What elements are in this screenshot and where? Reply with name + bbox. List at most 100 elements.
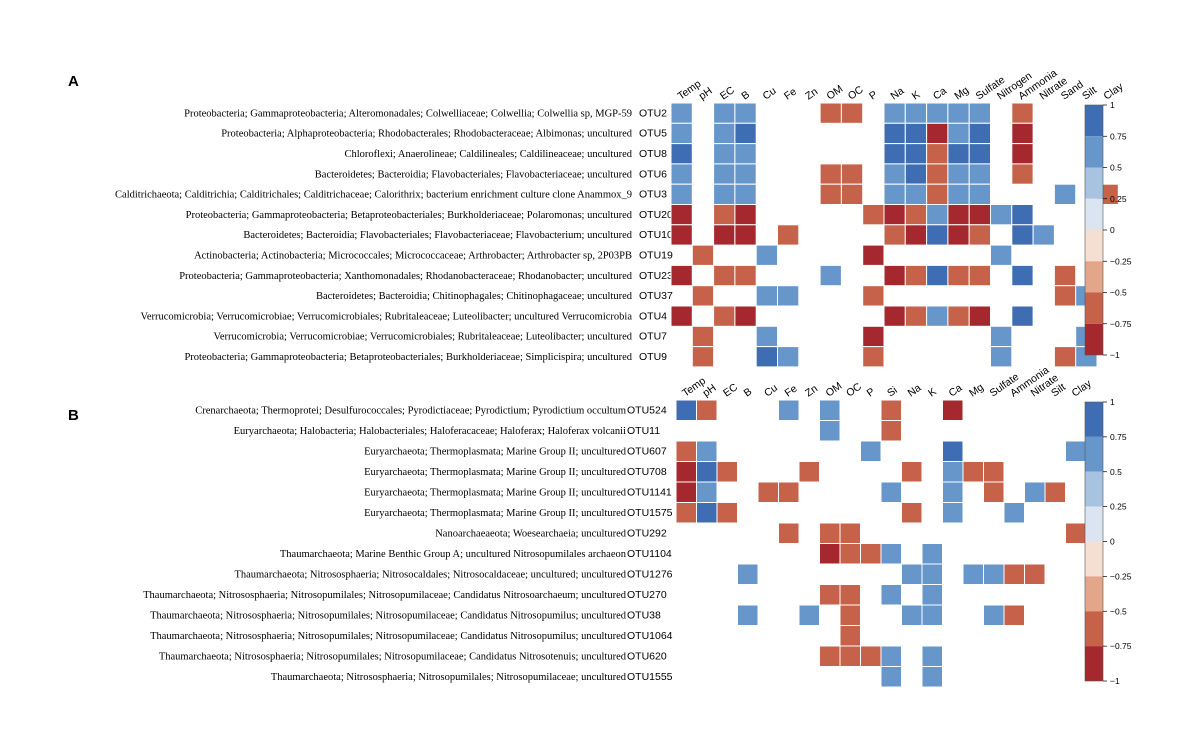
- heatmap-cell: [947, 122, 970, 145]
- heatmap-cell: [947, 102, 970, 124]
- heatmap-cell: [860, 543, 882, 565]
- heatmap-cell: [713, 183, 736, 205]
- row-otu-label: OTU7: [639, 331, 667, 343]
- heatmap-cell: [904, 122, 928, 145]
- heatmap-cell: [968, 122, 992, 145]
- row-taxonomy-label: Verrucomicrobia; Verrucomicrobiae; Verru…: [140, 311, 632, 322]
- colorbar-segment: [1085, 541, 1103, 577]
- heatmap-cell: [839, 522, 861, 544]
- heatmap-cell: [713, 143, 736, 165]
- heatmap-cell: [926, 224, 949, 246]
- heatmap-cell: [675, 399, 697, 421]
- row-taxonomy-label: Proteobacteria; Gammaproteobacteria; Alt…: [184, 108, 632, 119]
- column-label: Na: [906, 382, 924, 400]
- row-taxonomy-label: Thaumarchaeota; Nitrososphaeria; Nitroso…: [143, 590, 627, 601]
- row-taxonomy-label: Thaumarchaeota; Nitrososphaeria; Nitroso…: [234, 570, 626, 581]
- row-taxonomy-label: Thaumarchaeota; Nitrososphaeria; Nitroso…: [271, 672, 627, 683]
- heatmap-cell: [926, 204, 949, 226]
- colorbar-tick-label: 0.5: [1110, 467, 1122, 477]
- heatmap-cell: [880, 481, 902, 503]
- colorbar-segment: [1085, 292, 1103, 324]
- column-label: B: [742, 386, 755, 400]
- heatmap-cell: [962, 461, 984, 483]
- column-label: Fe: [783, 383, 800, 400]
- row-otu-label: OTU1141: [627, 487, 672, 499]
- heatmap-cell: [942, 440, 964, 462]
- heatmap-cell: [1065, 440, 1087, 462]
- heatmap-cell: [968, 143, 992, 165]
- heatmap-cell: [1024, 563, 1046, 585]
- colorbar-segment: [1085, 402, 1103, 437]
- heatmap-cell: [819, 522, 841, 544]
- heatmap-cell: [968, 264, 992, 287]
- panel-letter-a: A: [68, 73, 79, 90]
- heatmap-cell: [947, 305, 970, 327]
- row-taxonomy-label: Euryarchaeota; Thermoplasmata; Marine Gr…: [364, 508, 627, 519]
- column-label: Cu: [762, 382, 780, 400]
- row-taxonomy-label: Proteobacteria; Gammaproteobacteria; Xan…: [179, 271, 633, 282]
- heatmap-cell: [819, 543, 841, 565]
- heatmap-cell: [819, 399, 841, 421]
- heatmap-cell: [696, 481, 718, 503]
- colorbar-segment: [1085, 506, 1103, 542]
- heatmap-cell: [947, 224, 970, 246]
- heatmap-cell: [734, 183, 757, 205]
- column-label: Clay: [1070, 377, 1095, 399]
- heatmap-cell: [926, 143, 949, 165]
- column-label: OM: [825, 83, 846, 103]
- row-otu-label: OTU620: [627, 651, 667, 663]
- heatmap-cell: [696, 440, 718, 462]
- heatmap-cell: [670, 264, 693, 287]
- heatmap-cell: [1011, 122, 1034, 145]
- heatmap-cell: [713, 122, 736, 145]
- heatmap-cell: [819, 420, 841, 442]
- heatmap-cell: [839, 604, 861, 626]
- heatmap-cell: [880, 584, 902, 606]
- heatmap-cell: [901, 461, 923, 483]
- heatmap-cell: [1011, 143, 1034, 165]
- row-taxonomy-label: Thaumarchaeota; Marine Benthic Group A; …: [280, 549, 627, 560]
- heatmap-cell: [983, 604, 1005, 626]
- heatmap-cell: [755, 346, 779, 368]
- row-taxonomy-label: Thaumarchaeota; Nitrososphaeria; Nitroso…: [159, 652, 627, 663]
- heatmap-cell: [883, 183, 906, 205]
- heatmap-cell: [675, 502, 697, 524]
- heatmap-cell: [713, 102, 736, 124]
- heatmap-cell: [990, 204, 1013, 226]
- heatmap-cell: [901, 604, 923, 626]
- heatmap-cell: [670, 122, 693, 145]
- heatmap-cell: [968, 305, 992, 327]
- heatmap-cell: [1032, 224, 1055, 246]
- heatmap-cell: [1011, 163, 1034, 185]
- column-label: EC: [718, 84, 737, 102]
- heatmap-cell: [675, 461, 697, 483]
- heatmap-cell: [926, 122, 949, 145]
- row-taxonomy-label: Proteobacteria; Gammaproteobacteria; Bet…: [184, 352, 632, 363]
- heatmap-cell: [990, 346, 1013, 368]
- row-otu-label: OTU1276: [627, 569, 673, 581]
- heatmap-cell: [713, 204, 736, 226]
- colorbar-tick-label: −0.25: [1110, 571, 1132, 581]
- heatmap-cell: [921, 543, 943, 565]
- colorbar-segment: [1085, 471, 1103, 507]
- heatmap-cell: [1065, 522, 1087, 544]
- colorbar-segment: [1085, 261, 1103, 293]
- column-label: Si: [885, 384, 900, 399]
- heatmap-cell: [734, 224, 757, 246]
- colorbar-tick-label: −1: [1110, 350, 1120, 360]
- heatmap-cell: [675, 481, 697, 503]
- heatmap-cell: [904, 183, 928, 205]
- heatmap-cell: [734, 264, 757, 287]
- row-otu-label: OTU524: [627, 405, 667, 417]
- row-otu-label: OTU3: [639, 189, 667, 201]
- colorbar-tick-label: 0.25: [1110, 194, 1127, 204]
- heatmap-cell: [691, 346, 715, 368]
- heatmap-cell: [777, 224, 800, 246]
- column-label: Na: [888, 85, 906, 103]
- heatmap-cell: [734, 143, 757, 165]
- heatmap-cell: [713, 224, 736, 246]
- row-taxonomy-label: Thaumarchaeota; Nitrososphaeria; Nitroso…: [150, 611, 627, 622]
- row-taxonomy-label: Proteobacteria; Alphaproteobacteria; Rho…: [221, 129, 633, 140]
